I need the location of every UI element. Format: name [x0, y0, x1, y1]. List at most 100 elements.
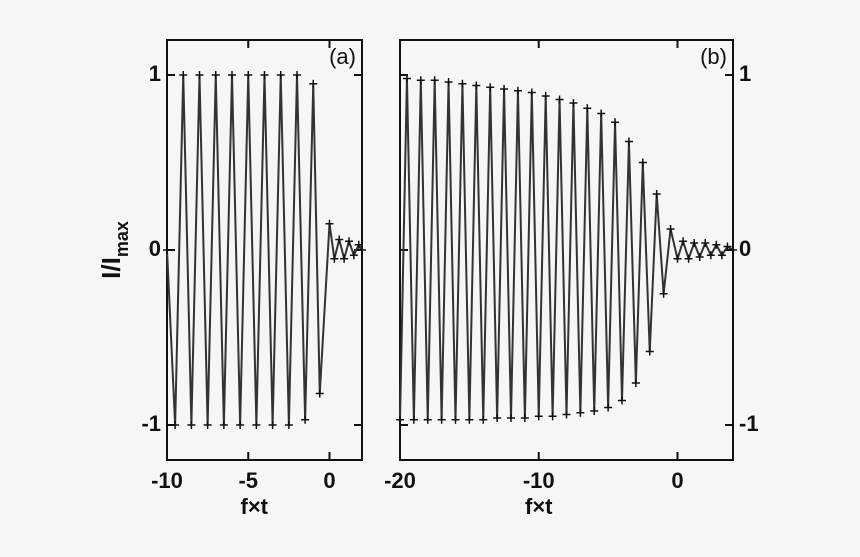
data-marker [555, 95, 564, 104]
data-marker [507, 414, 515, 422]
x-tick-label: 0 [323, 468, 335, 493]
x-tick-label: -10 [523, 468, 555, 493]
data-marker [534, 412, 543, 421]
data-marker [354, 240, 363, 249]
data-marker [358, 246, 366, 254]
data-marker [396, 415, 404, 424]
data-marker [652, 190, 661, 198]
x-tick-label: -20 [384, 468, 416, 493]
data-marker [465, 415, 474, 424]
x-tick-label: 0 [671, 468, 683, 493]
data-marker [171, 421, 180, 429]
data-marker [701, 239, 710, 247]
data-marker [513, 86, 522, 95]
data-marker [236, 421, 245, 429]
data-marker [666, 225, 675, 233]
data-marker [423, 415, 432, 424]
data-marker [717, 251, 726, 260]
data-marker [330, 254, 339, 263]
data-marker [493, 414, 502, 422]
data-marker [444, 78, 453, 86]
data-marker [729, 246, 737, 254]
data-marker [416, 76, 425, 85]
y-label-main: I/I [96, 257, 126, 279]
data-marker [315, 389, 324, 398]
y-tick-label: 1 [739, 61, 751, 86]
data-marker [712, 240, 721, 249]
data-marker [638, 158, 647, 167]
x-axis-label: f×t [241, 494, 269, 519]
data-marker [349, 251, 358, 260]
y-axis-label: I/Imax [96, 221, 132, 279]
data-marker [679, 237, 688, 246]
data-marker [673, 254, 682, 263]
data-marker [723, 242, 732, 251]
data-marker [548, 412, 557, 421]
data-marker [690, 239, 699, 247]
data-marker [583, 104, 592, 113]
data-marker [520, 414, 529, 422]
data-marker [576, 408, 585, 417]
data-marker [325, 219, 334, 228]
data-marker [541, 92, 550, 100]
data-line [166, 74, 363, 426]
x-tick-label: -5 [238, 468, 258, 493]
data-marker [458, 79, 467, 88]
data-marker [590, 407, 599, 415]
data-marker [430, 76, 439, 85]
data-marker [706, 251, 715, 260]
data-marker [228, 71, 236, 79]
x-tick-label: -10 [151, 468, 183, 493]
data-line [399, 78, 734, 420]
y-tick-label: -1 [739, 411, 759, 436]
data-marker [179, 71, 188, 79]
data-marker [695, 253, 704, 261]
data-marker [500, 85, 509, 93]
data-marker [631, 379, 640, 387]
data-marker [618, 396, 626, 405]
data-marker [472, 81, 481, 90]
x-axis-label: f×t [525, 494, 553, 519]
data-marker [684, 254, 693, 263]
data-marker [486, 83, 495, 92]
data-marker [597, 109, 606, 118]
data-marker [562, 410, 571, 419]
y-tick-label: 1 [149, 61, 161, 86]
data-marker [309, 79, 318, 88]
data-marker [268, 421, 277, 429]
data-marker [203, 421, 212, 429]
data-marker [340, 254, 349, 263]
y-tick-label: 0 [149, 236, 161, 261]
data-marker [195, 71, 204, 79]
data-marker [611, 118, 620, 127]
data-marker [293, 71, 301, 79]
data-marker [527, 88, 536, 97]
data-marker [645, 347, 654, 356]
data-marker [345, 237, 353, 246]
data-marker [276, 71, 285, 79]
y-tick-label: 0 [739, 236, 751, 261]
data-marker [569, 99, 578, 107]
data-marker [604, 403, 613, 412]
data-marker [284, 421, 293, 429]
y-label-sub: max [112, 221, 132, 257]
data-marker [437, 415, 446, 424]
data-marker [301, 415, 310, 424]
data-marker [335, 235, 344, 244]
y-tick-label: -1 [141, 411, 161, 436]
data-marker [260, 71, 269, 79]
panel-label: (b) [700, 44, 727, 69]
data-marker [402, 74, 411, 83]
data-marker [211, 71, 220, 79]
data-marker [244, 71, 253, 79]
data-marker [252, 421, 261, 429]
data-marker [219, 421, 228, 429]
data-marker [163, 246, 171, 254]
data-marker [451, 415, 460, 424]
data-marker [409, 415, 418, 424]
data-marker [187, 421, 196, 429]
panel-label: (a) [329, 44, 356, 69]
data-marker [479, 415, 488, 424]
data-marker [659, 289, 668, 298]
